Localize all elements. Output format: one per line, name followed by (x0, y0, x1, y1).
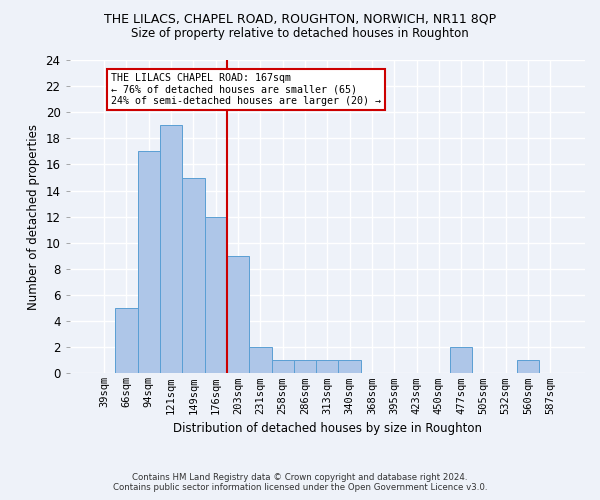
Bar (115, 308, 137, 374)
Bar (137, 152, 160, 374)
Text: THE LILACS, CHAPEL ROAD, ROUGHTON, NORWICH, NR11 8QP: THE LILACS, CHAPEL ROAD, ROUGHTON, NORWI… (104, 12, 496, 26)
Bar (450, 348, 472, 374)
Bar (227, 256, 249, 374)
X-axis label: Distribution of detached houses by size in Roughton: Distribution of detached houses by size … (173, 422, 482, 435)
Bar (338, 360, 361, 374)
Text: Size of property relative to detached houses in Roughton: Size of property relative to detached ho… (131, 28, 469, 40)
Bar (294, 360, 316, 374)
Text: THE LILACS CHAPEL ROAD: 167sqm
← 76% of detached houses are smaller (65)
24% of : THE LILACS CHAPEL ROAD: 167sqm ← 76% of … (111, 73, 381, 106)
Bar (316, 360, 338, 374)
Bar (205, 216, 227, 374)
Bar (272, 360, 294, 374)
Bar (182, 178, 205, 374)
Text: Contains HM Land Registry data © Crown copyright and database right 2024.
Contai: Contains HM Land Registry data © Crown c… (113, 473, 487, 492)
Bar (517, 360, 539, 374)
Bar (160, 126, 182, 374)
Bar (249, 348, 272, 374)
Y-axis label: Number of detached properties: Number of detached properties (27, 124, 40, 310)
